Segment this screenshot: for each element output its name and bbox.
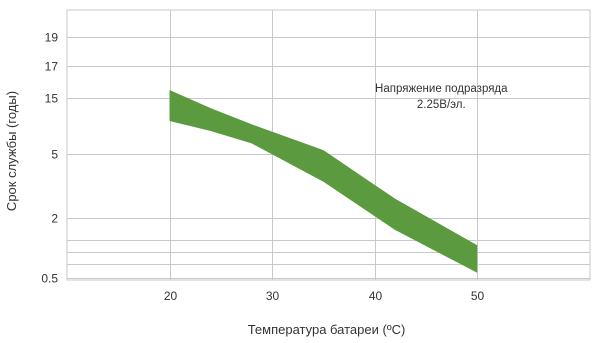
y-tick-label: 0.5 — [41, 272, 58, 286]
y-tick-label: 17 — [45, 60, 59, 74]
x-tick-label: 40 — [369, 289, 383, 303]
x-axis-title: Температура батареи (ºC) — [248, 322, 406, 337]
plot-frame — [66, 9, 591, 281]
annotation-line-1: Напряжение подразряда — [375, 83, 508, 95]
y-axis-title: Срок службы (годы) — [4, 91, 19, 211]
x-tick-label: 50 — [471, 289, 485, 303]
y-tick-label: 5 — [51, 148, 58, 162]
annotation-line-2: 2.25В/эл. — [417, 99, 466, 111]
y-tick-label: 2 — [51, 212, 58, 226]
x-tick-label: 20 — [164, 289, 178, 303]
y-tick-label: 19 — [45, 31, 59, 45]
life-band-area — [169, 90, 478, 273]
x-tick-label: 30 — [266, 289, 280, 303]
y-tick-label: 15 — [45, 92, 59, 106]
